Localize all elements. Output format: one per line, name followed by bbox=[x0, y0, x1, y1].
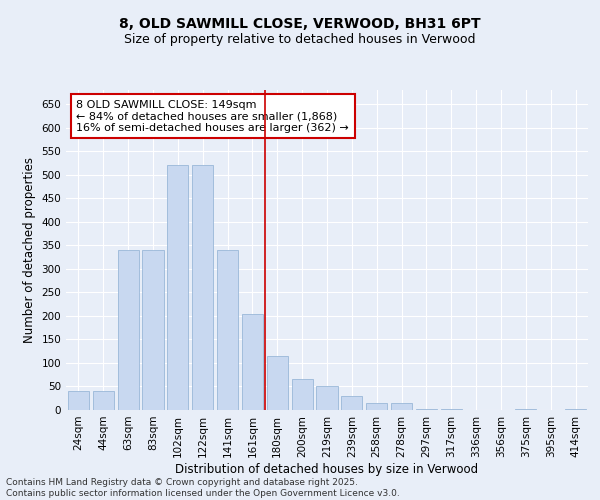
Bar bbox=[391, 403, 412, 410]
X-axis label: Distribution of detached houses by size in Verwood: Distribution of detached houses by size … bbox=[175, 462, 479, 475]
Bar bbox=[565, 409, 586, 410]
Bar bbox=[341, 396, 362, 410]
Text: Size of property relative to detached houses in Verwood: Size of property relative to detached ho… bbox=[124, 32, 476, 46]
Bar bbox=[142, 250, 164, 410]
Bar bbox=[167, 166, 188, 410]
Text: 8 OLD SAWMILL CLOSE: 149sqm
← 84% of detached houses are smaller (1,868)
16% of : 8 OLD SAWMILL CLOSE: 149sqm ← 84% of det… bbox=[76, 100, 349, 133]
Bar bbox=[366, 403, 387, 410]
Bar bbox=[441, 409, 462, 410]
Y-axis label: Number of detached properties: Number of detached properties bbox=[23, 157, 36, 343]
Bar bbox=[192, 166, 213, 410]
Bar bbox=[217, 250, 238, 410]
Text: Contains HM Land Registry data © Crown copyright and database right 2025.
Contai: Contains HM Land Registry data © Crown c… bbox=[6, 478, 400, 498]
Bar bbox=[292, 380, 313, 410]
Bar bbox=[68, 391, 89, 410]
Bar bbox=[515, 409, 536, 410]
Bar bbox=[118, 250, 139, 410]
Bar bbox=[93, 391, 114, 410]
Bar bbox=[267, 356, 288, 410]
Bar bbox=[242, 314, 263, 410]
Bar bbox=[416, 409, 437, 410]
Bar bbox=[316, 386, 338, 410]
Text: 8, OLD SAWMILL CLOSE, VERWOOD, BH31 6PT: 8, OLD SAWMILL CLOSE, VERWOOD, BH31 6PT bbox=[119, 18, 481, 32]
